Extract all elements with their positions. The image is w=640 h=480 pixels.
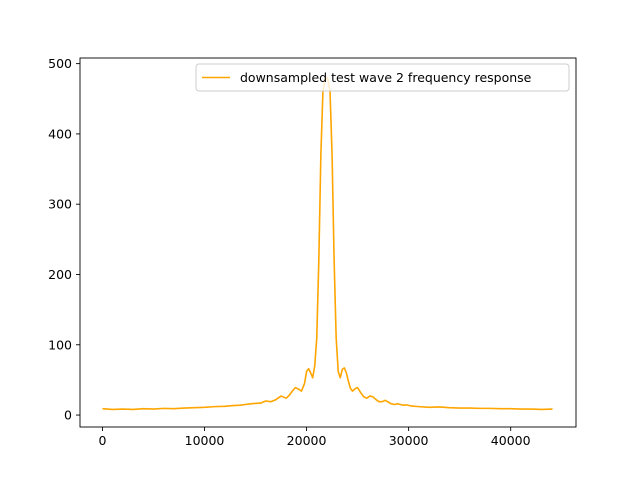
y-tick-label: 100 bbox=[48, 337, 72, 352]
y-tick-label: 200 bbox=[48, 267, 72, 282]
legend-label: downsampled test wave 2 frequency respon… bbox=[240, 70, 532, 85]
legend: downsampled test wave 2 frequency respon… bbox=[195, 63, 570, 92]
axes: 0 10000 20000 30000 40000 0 100 200 300 400 500 bbox=[48, 56, 577, 448]
y-tick-label: 0 bbox=[64, 408, 72, 423]
y-tick-label: 400 bbox=[48, 126, 72, 141]
plot-area bbox=[102, 76, 553, 411]
axes-frame bbox=[79, 57, 577, 428]
x-tick-label: 10000 bbox=[185, 433, 225, 448]
x-tick-label: 20000 bbox=[287, 433, 327, 448]
x-tick-label: 40000 bbox=[491, 433, 531, 448]
series-line-0 bbox=[102, 76, 553, 411]
x-tick-label: 30000 bbox=[389, 433, 429, 448]
y-tick-label: 300 bbox=[48, 197, 72, 212]
x-tick-label: 0 bbox=[98, 433, 106, 448]
y-tick-label: 500 bbox=[48, 56, 72, 71]
legend-box bbox=[195, 63, 570, 92]
